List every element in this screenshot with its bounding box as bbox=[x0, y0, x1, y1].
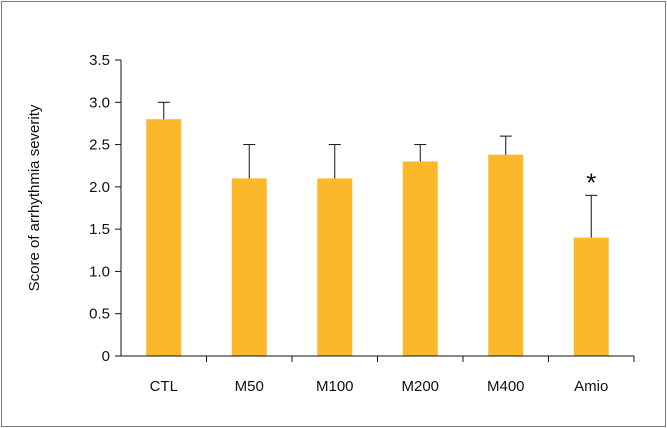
y-tick-label: 0.5 bbox=[89, 306, 110, 323]
y-tick-label: 2.5 bbox=[89, 137, 110, 154]
y-tick-label: 3.0 bbox=[89, 94, 110, 111]
x-tick-label: M400 bbox=[487, 378, 525, 395]
error-bars-group bbox=[157, 101, 598, 238]
axes-group bbox=[115, 60, 634, 357]
y-tick-label: 3.5 bbox=[89, 52, 110, 69]
bar-m200 bbox=[402, 161, 438, 356]
x-tick-label: Amio bbox=[574, 378, 608, 395]
x-tick-label: CTL bbox=[150, 378, 178, 395]
y-ticks-group: 0 0.5 1.0 1.5 2.0 2.5 3.0 3.5 bbox=[89, 52, 121, 365]
bar-m50 bbox=[231, 178, 267, 356]
y-tick-label: 0 bbox=[102, 348, 110, 365]
x-tick-label: M200 bbox=[401, 378, 439, 395]
bar-amio bbox=[573, 237, 609, 356]
y-tick-label: 1.5 bbox=[89, 221, 110, 238]
y-tick-label: 1.0 bbox=[89, 263, 110, 280]
bars-group bbox=[146, 119, 609, 356]
x-ticks-group: CTL M50 M100 M200 M400 Amio bbox=[150, 356, 635, 395]
bar-m100 bbox=[317, 178, 353, 356]
bar-ctl bbox=[146, 119, 182, 356]
annotations-group: * bbox=[586, 167, 596, 197]
x-tick-label: M100 bbox=[316, 378, 354, 395]
y-axis-label: Score of arrhythmia severity bbox=[26, 104, 43, 291]
significance-marker: * bbox=[586, 167, 596, 197]
bar-m400 bbox=[488, 154, 524, 356]
x-tick-label: M50 bbox=[235, 378, 264, 395]
y-tick-label: 2.0 bbox=[89, 179, 110, 196]
